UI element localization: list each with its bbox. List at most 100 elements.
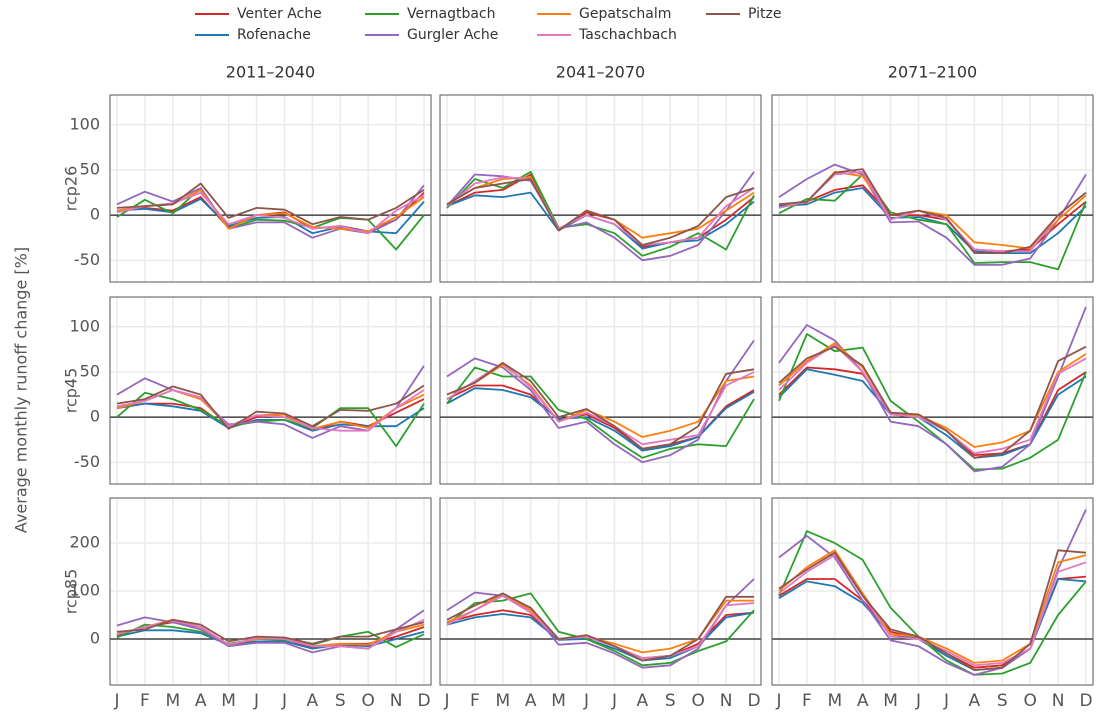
series-line — [446, 176, 755, 246]
column-title: 2071–2100 — [888, 63, 977, 82]
series-line — [778, 184, 1087, 253]
panel-frame — [439, 94, 762, 283]
x-tick-label: A — [525, 691, 537, 711]
series-line — [778, 168, 1087, 254]
x-tick-label: M — [495, 691, 510, 711]
series-line — [116, 623, 425, 648]
y-tick-label: 100 — [69, 316, 100, 335]
legend-label: Venter Ache — [237, 6, 322, 22]
series-line — [446, 178, 755, 246]
series-line — [778, 163, 1087, 266]
x-tick-label: M — [827, 691, 842, 711]
x-tick-label: F — [802, 691, 812, 711]
column-title: 2011–2040 — [226, 63, 315, 82]
series-line — [116, 384, 425, 430]
x-tick-label: M — [883, 691, 898, 711]
legend-label: Pitze — [748, 6, 781, 22]
panel-frame — [439, 497, 762, 686]
series-line — [778, 187, 1087, 254]
series-line — [446, 366, 755, 459]
y-axis-label: Average monthly runoff change [%] — [12, 247, 31, 533]
legend-label: Taschachbach — [578, 27, 677, 43]
x-tick-label: S — [665, 691, 676, 711]
y-tick-label: 100 — [69, 114, 100, 133]
x-tick-label: D — [1079, 691, 1092, 711]
column-title: 2041–2070 — [556, 63, 645, 82]
series-line — [778, 368, 1087, 459]
series-line — [116, 609, 425, 654]
panel-frame — [109, 296, 432, 485]
y-tick-label: 100 — [69, 581, 100, 600]
x-tick-label: O — [691, 691, 704, 711]
series-line — [446, 171, 755, 262]
y-tick-label: -50 — [74, 452, 100, 471]
panel-frame — [771, 497, 1094, 686]
x-tick-label: J — [943, 691, 949, 711]
x-tick-label: F — [140, 691, 150, 711]
series-line — [778, 306, 1087, 473]
x-tick-label: J — [281, 691, 287, 711]
panel-frame — [109, 497, 432, 686]
series-line — [778, 530, 1087, 676]
series-line — [778, 509, 1087, 676]
series-line — [778, 578, 1087, 671]
x-tick-label: A — [637, 691, 649, 711]
series-line — [446, 170, 755, 257]
y-tick-label: -50 — [74, 250, 100, 269]
x-tick-label: D — [417, 691, 430, 711]
y-tick-label: 0 — [90, 205, 100, 224]
x-tick-label: S — [997, 691, 1008, 711]
series-line — [116, 618, 425, 645]
series-line — [446, 592, 755, 667]
panel-frame — [771, 296, 1094, 485]
legend-label: Gurgler Ache — [407, 27, 498, 43]
panel-frame — [771, 94, 1094, 283]
series-line — [446, 191, 755, 250]
x-tick-label: D — [747, 691, 760, 711]
series-line — [446, 339, 755, 464]
series-line — [116, 184, 425, 239]
series-line — [116, 182, 425, 226]
legend-label: Vernagtbach — [407, 6, 495, 22]
x-tick-label: N — [1052, 691, 1065, 711]
x-tick-label: F — [470, 691, 480, 711]
series-line — [446, 592, 754, 662]
series-line — [778, 342, 1087, 448]
panel-frame — [109, 94, 432, 283]
x-tick-label: M — [221, 691, 236, 711]
panel-frame — [439, 296, 762, 485]
x-tick-label: A — [307, 691, 319, 711]
x-tick-label: N — [390, 691, 403, 711]
series-line — [446, 611, 755, 662]
x-tick-label: J — [583, 691, 589, 711]
y-tick-label: 0 — [90, 407, 100, 426]
x-tick-label: J — [915, 691, 921, 711]
y-tick-label: 50 — [80, 361, 100, 380]
x-tick-label: A — [969, 691, 981, 711]
series-line — [116, 391, 425, 447]
x-tick-label: O — [361, 691, 374, 711]
x-tick-label: J — [775, 691, 781, 711]
x-tick-label: J — [113, 691, 119, 711]
series-line — [778, 333, 1087, 471]
row-label: rcp26 — [62, 166, 81, 212]
x-tick-label: A — [195, 691, 207, 711]
series-line — [446, 387, 755, 452]
x-tick-label: S — [335, 691, 346, 711]
series-line — [778, 345, 1087, 459]
series-line — [778, 549, 1087, 671]
series-line — [778, 344, 1087, 455]
series-line — [116, 389, 425, 432]
x-tick-label: J — [611, 691, 617, 711]
legend-label: Rofenache — [237, 27, 311, 43]
series-line — [446, 362, 755, 450]
series-line — [116, 187, 425, 251]
legend-label: Gepatschalm — [579, 6, 671, 22]
x-tick-label: N — [720, 691, 733, 711]
series-line — [446, 363, 755, 438]
x-tick-label: M — [165, 691, 180, 711]
y-tick-label: 200 — [69, 533, 100, 552]
x-tick-label: M — [551, 691, 566, 711]
x-tick-label: J — [253, 691, 259, 711]
